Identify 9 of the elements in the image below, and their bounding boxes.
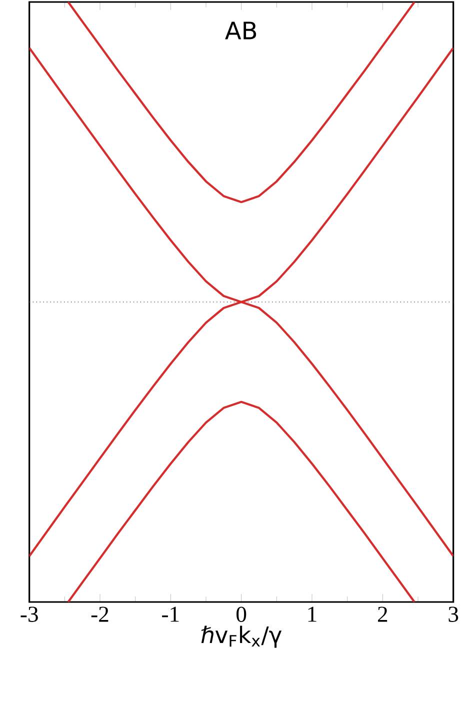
x-tick-label: -3 bbox=[20, 606, 38, 622]
x-axis-title: ℏv$_{F}$k$_{x}$/γ bbox=[201, 626, 282, 648]
x-tick-label: 0 bbox=[236, 606, 246, 622]
x-tick-label: 2 bbox=[378, 606, 388, 622]
x-tick-label: 3 bbox=[448, 606, 458, 622]
annotation: AB bbox=[225, 22, 256, 40]
x-tick-label: -1 bbox=[162, 606, 179, 622]
x-tick-label: -2 bbox=[91, 606, 108, 622]
x-tick-label: 1 bbox=[308, 606, 316, 622]
